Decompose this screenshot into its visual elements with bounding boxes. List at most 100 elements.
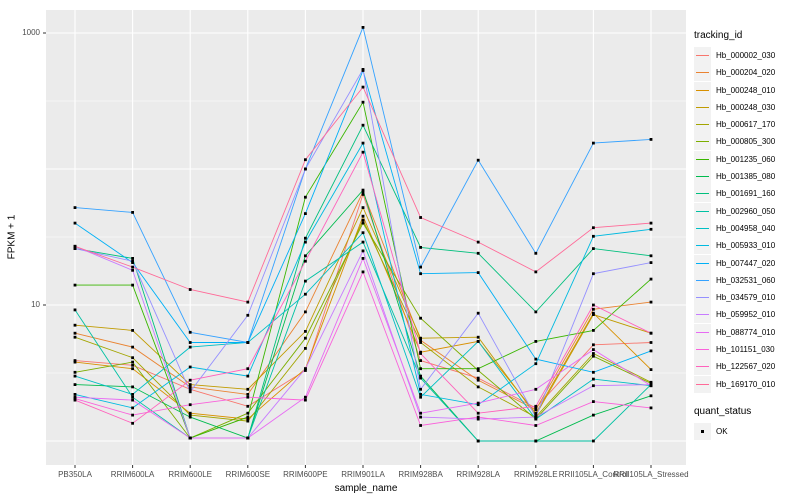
data-point — [304, 369, 307, 372]
data-point — [131, 395, 134, 399]
x-tick-label: RRII105LA_Stressed — [613, 470, 689, 479]
legend-item: Hb_000002_030 — [694, 47, 798, 64]
data-point — [419, 387, 422, 391]
data-point — [361, 123, 365, 127]
legend-item: Hb_101151_030 — [694, 341, 798, 359]
data-point — [246, 404, 250, 408]
data-point — [246, 395, 250, 399]
data-point — [188, 385, 192, 389]
data-point — [592, 307, 595, 311]
data-point — [476, 403, 480, 407]
legend-item-label: Hb_000805_300 — [716, 137, 776, 147]
data-point — [73, 247, 77, 250]
data-point — [304, 167, 307, 171]
x-tick-label: RRIM901LA — [341, 470, 385, 479]
y-axis-title: FPKM + 1 — [6, 214, 18, 260]
data-point — [73, 335, 77, 339]
data-point — [649, 331, 653, 335]
data-point — [188, 387, 192, 391]
legend-item: Hb_000204_020 — [694, 64, 798, 82]
data-point — [592, 413, 595, 417]
data-point — [188, 413, 192, 417]
legend-item: Hb_059952_010 — [694, 306, 798, 324]
data-point — [419, 265, 422, 269]
data-point — [304, 195, 307, 199]
legend-line-icon — [694, 64, 711, 82]
data-point — [419, 411, 422, 415]
legend-item-label: Hb_007447_020 — [716, 258, 776, 268]
data-point — [361, 249, 365, 253]
data-point — [131, 257, 134, 260]
x-tick-label: RRIM928LA — [456, 470, 500, 479]
legend-line-icon — [694, 116, 711, 134]
data-point — [476, 415, 480, 419]
data-point — [246, 415, 250, 419]
data-point — [361, 141, 365, 145]
data-point — [476, 251, 480, 255]
legend-item: Hb_034579_010 — [694, 289, 798, 307]
data-point — [246, 436, 250, 440]
legend-line-icon — [694, 47, 711, 64]
data-point — [534, 424, 538, 427]
legend-item-quant: OK — [694, 422, 798, 440]
data-point — [534, 251, 538, 255]
data-point — [188, 436, 192, 440]
data-point — [188, 403, 192, 407]
data-point — [592, 354, 595, 358]
data-point — [246, 313, 250, 317]
data-point — [476, 385, 480, 389]
data-point — [73, 206, 77, 209]
data-point — [131, 261, 134, 264]
data-point — [188, 345, 192, 349]
data-point — [534, 387, 538, 391]
data-point — [476, 376, 480, 380]
data-point — [476, 369, 480, 372]
data-point — [534, 404, 538, 408]
data-point — [304, 310, 307, 314]
data-point — [649, 254, 653, 258]
data-point — [476, 311, 480, 315]
data-point — [419, 359, 422, 362]
data-point — [304, 212, 307, 215]
data-point — [188, 415, 192, 419]
data-point — [361, 218, 365, 222]
legend-item-label: Hb_088774_010 — [716, 327, 776, 337]
data-point — [73, 244, 77, 248]
data-point — [73, 359, 77, 362]
data-point — [131, 393, 134, 396]
legend-item-label: Hb_034579_010 — [716, 293, 776, 303]
legend-item-label: Hb_004958_040 — [716, 223, 776, 233]
data-point — [246, 300, 250, 304]
data-point — [361, 240, 365, 244]
legend-item: Hb_000248_030 — [694, 98, 798, 116]
data-point — [649, 277, 653, 281]
data-point — [73, 398, 77, 402]
data-point — [246, 341, 250, 344]
data-point — [304, 367, 307, 371]
data-point — [246, 411, 250, 415]
legend-item-label: Hb_032531_060 — [716, 275, 776, 285]
data-point — [419, 415, 422, 419]
data-point — [131, 268, 134, 272]
data-point — [592, 234, 595, 238]
x-tick-label: RRIM600LE — [168, 470, 212, 479]
data-point — [361, 214, 365, 218]
data-point — [131, 421, 134, 425]
data-point — [73, 331, 77, 335]
y-tick-label: 10 — [31, 300, 40, 309]
data-point — [649, 384, 653, 388]
legend-item-label: Hb_001691_160 — [716, 189, 776, 199]
data-point — [73, 397, 77, 400]
legend-quant-items: OK — [694, 422, 798, 440]
data-point — [592, 272, 595, 276]
data-point — [131, 360, 134, 364]
data-point — [649, 341, 653, 344]
legend-item-label: Hb_005933_010 — [716, 241, 776, 251]
x-tick-label: RRIM928LE — [514, 470, 558, 479]
data-point — [188, 378, 192, 382]
data-point — [649, 221, 653, 225]
legend-line-icon — [694, 81, 711, 99]
data-point — [534, 270, 538, 274]
data-point — [534, 411, 538, 415]
